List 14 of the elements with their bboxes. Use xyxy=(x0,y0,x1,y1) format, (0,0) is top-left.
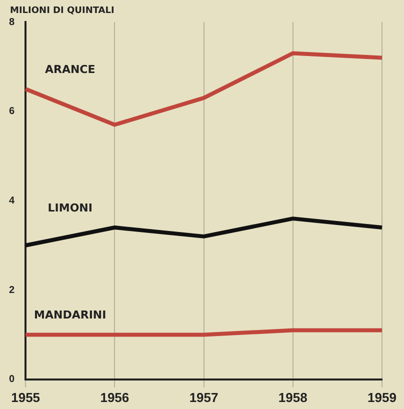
y-tick-label: 8 xyxy=(9,16,15,28)
x-tick-label: 1959 xyxy=(368,390,396,405)
x-tick-label: 1957 xyxy=(189,390,218,405)
y-axis-title: MILIONI DI QUINTALI xyxy=(10,6,114,16)
series-label: MANDARINI xyxy=(34,308,106,322)
x-tick-label: 1956 xyxy=(100,390,130,405)
series-label: LIMONI xyxy=(48,202,92,215)
x-tick-label: 1958 xyxy=(278,390,308,405)
series-label: ARANCE xyxy=(44,63,96,76)
y-tick-label: 2 xyxy=(9,284,15,296)
y-tick-label: 0 xyxy=(9,374,15,386)
y-tick-label: 4 xyxy=(9,195,15,206)
x-tick-label: 1955 xyxy=(11,390,40,405)
y-tick-label: 6 xyxy=(9,106,15,118)
